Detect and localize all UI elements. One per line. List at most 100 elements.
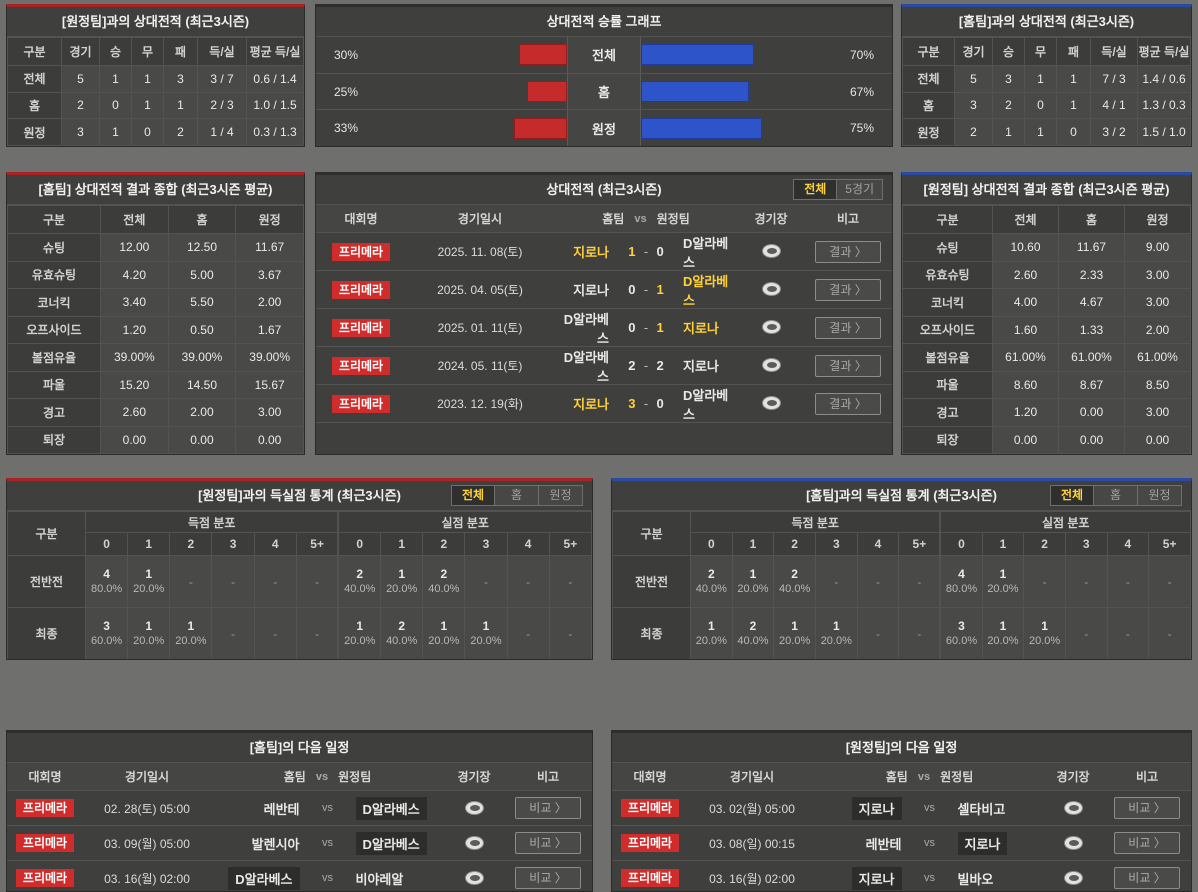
match-count: 1: [398, 567, 406, 581]
cell-value: 1.20: [100, 315, 169, 344]
stadium-icon[interactable]: [761, 358, 781, 373]
tab-all[interactable]: 전체: [1050, 485, 1094, 506]
match-percent: 20.0%: [428, 635, 460, 647]
goal-count-header: 4: [253, 532, 297, 556]
compare-button[interactable]: 비교 〉: [515, 832, 581, 854]
red-win-rate-bar: [527, 81, 567, 102]
score-dash: -: [643, 244, 649, 259]
match-count: 4: [103, 567, 110, 581]
column-header: 승: [99, 37, 132, 66]
cell-value: 2: [61, 91, 100, 120]
home-schedule-panel: [홈팀]의 다음 일정 대회명 경기일시 홈팀 vs 원정팀 경기장 비고 프리…: [6, 730, 593, 892]
column-header-league: 대회명: [344, 212, 378, 226]
h2h-results-panel: 상대전적 (최근3시즌) 전체 5경기 대회명 경기일시 홈팀 vs 원정팀 경…: [315, 172, 893, 455]
cell-value: 1: [1056, 65, 1091, 93]
table-row: 경고 1.20 0.00 3.00: [902, 398, 1191, 427]
tab-away[interactable]: 원정: [539, 485, 583, 506]
cell-value: 39.00%: [235, 343, 304, 372]
cell-value: 61.00%: [1124, 343, 1191, 372]
table-row: 원정 3 1 0 2 1 / 4 0.3 / 1.3: [7, 118, 304, 146]
column-header: 패: [163, 37, 198, 66]
cell-value: 1: [131, 65, 164, 93]
red-win-rate-bar: [514, 117, 567, 139]
goal-stats-tabs: 전체 홈 원정: [1050, 485, 1182, 506]
stadium-icon[interactable]: [761, 320, 781, 335]
stadium-icon[interactable]: [1063, 870, 1083, 885]
tab-away[interactable]: 원정: [1138, 485, 1182, 506]
distribution-cell: -: [1148, 607, 1191, 659]
cell-value: 1.20: [992, 398, 1059, 427]
stadium-icon[interactable]: [761, 282, 781, 297]
table-row: 코너킥 4.00 4.67 3.00: [902, 288, 1191, 317]
match-percent: 80.0%: [90, 583, 123, 595]
chart-row: 25% 홈 67%: [316, 73, 892, 111]
home-score: 1: [628, 244, 636, 259]
column-header-note: 비고: [1135, 770, 1159, 784]
result-button[interactable]: 결과 〉: [815, 240, 881, 263]
column-header: 경기: [61, 37, 100, 66]
column-header: 전체: [100, 205, 169, 234]
cell-value: 7 / 3: [1090, 65, 1138, 93]
result-button[interactable]: 결과 〉: [815, 278, 881, 301]
league-badge: 프리메라: [331, 280, 391, 299]
cell-value: 0.00: [1124, 425, 1191, 454]
cell-value: 1: [1056, 91, 1091, 120]
concede-distribution-header: 실점 분포: [939, 511, 1191, 533]
column-header-home: 홈팀: [283, 770, 306, 784]
stadium-icon[interactable]: [464, 835, 484, 850]
distribution-cell: -: [506, 555, 550, 608]
table-row: 볼점유율 39.00% 39.00% 39.00%: [7, 343, 304, 372]
chart-row: 33% 원정 75%: [316, 110, 892, 146]
compare-button[interactable]: 비교 〉: [515, 797, 581, 819]
compare-button[interactable]: 비교 〉: [1114, 867, 1180, 889]
goal-count-header: 5+: [1148, 532, 1191, 556]
panel-title: [원정팀] 상대전적 결과 종합 (최근3시즌 평균): [902, 175, 1191, 205]
column-header-teams: 홈팀 vs 원정팀: [211, 768, 444, 785]
column-header: 패: [1056, 37, 1091, 66]
result-button[interactable]: 결과 〉: [815, 392, 881, 415]
goal-count-header: 0: [84, 532, 129, 556]
table-row: 유효슈팅 4.20 5.00 3.67: [7, 260, 304, 289]
stadium-icon[interactable]: [464, 870, 484, 885]
compare-button[interactable]: 비교 〉: [515, 867, 581, 889]
distribution-cell: -: [1064, 607, 1108, 659]
tab-home[interactable]: 홈: [1094, 485, 1138, 506]
match-percent: 20.0%: [470, 635, 502, 647]
home-team-name: 지로나: [816, 796, 902, 820]
column-header: 득/실: [197, 37, 247, 66]
tab-5games[interactable]: 5경기: [837, 179, 883, 200]
cell-value: 39.00%: [100, 343, 169, 372]
cell-value: 15.67: [235, 370, 304, 399]
stadium-icon[interactable]: [1063, 835, 1083, 850]
result-button[interactable]: 결과 〉: [815, 354, 881, 377]
compare-button[interactable]: 비교 〉: [1114, 832, 1180, 854]
table-header-row: 구분 경기 승 무 패 득/실 평균 득/실: [902, 37, 1191, 66]
match-percent: 80.0%: [945, 583, 978, 595]
match-date: 03. 16(월) 02:00: [104, 871, 190, 886]
stadium-icon[interactable]: [761, 396, 781, 411]
result-button[interactable]: 결과 〉: [815, 316, 881, 339]
tab-all[interactable]: 전체: [451, 485, 495, 506]
distribution-cell: -: [464, 555, 508, 608]
match-count: 1: [999, 619, 1007, 633]
tab-home[interactable]: 홈: [495, 485, 539, 506]
cell-value: 39.00%: [167, 343, 237, 372]
compare-button[interactable]: 비교 〉: [1114, 797, 1180, 819]
distribution-cell: 1 20.0%: [731, 555, 775, 608]
row-label: 퇴장: [7, 425, 101, 454]
column-header: 평균 득/실: [1137, 37, 1191, 66]
match-count: 2: [356, 567, 364, 581]
stadium-icon[interactable]: [464, 800, 484, 815]
row-label: 퇴장: [902, 425, 993, 454]
match-percent: 40.0%: [737, 635, 769, 647]
cell-value: 3.00: [235, 398, 304, 427]
row-label: 코너킥: [7, 288, 101, 317]
vs-label: vs: [924, 802, 935, 814]
stadium-icon[interactable]: [761, 244, 781, 259]
match-row: 프리메라 2025. 04. 05(토) 지로나 0-1 D알라베스 결과 〉: [316, 271, 892, 309]
match-percent: 40.0%: [695, 583, 727, 595]
stadium-icon[interactable]: [1063, 800, 1083, 815]
match-count: 2: [707, 567, 715, 581]
tab-all[interactable]: 전체: [793, 179, 838, 200]
